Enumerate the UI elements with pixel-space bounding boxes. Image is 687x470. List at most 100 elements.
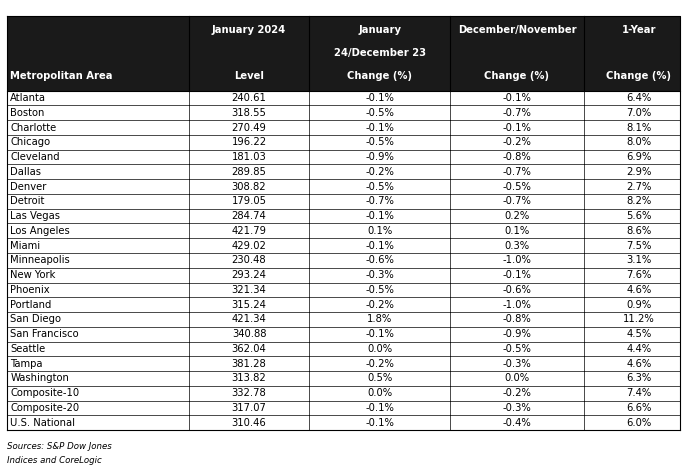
Text: Las Vegas: Las Vegas [10, 211, 60, 221]
Text: 2.7%: 2.7% [627, 181, 651, 192]
Text: 240.61: 240.61 [232, 93, 267, 103]
Text: 179.05: 179.05 [232, 196, 267, 206]
Text: -0.7%: -0.7% [502, 167, 532, 177]
Text: 1.8%: 1.8% [367, 314, 392, 324]
Text: Portland: Portland [10, 300, 52, 310]
Text: -0.8%: -0.8% [503, 152, 531, 162]
Text: Los Angeles: Los Angeles [10, 226, 70, 236]
Text: U.S. National: U.S. National [10, 418, 76, 428]
Text: -0.8%: -0.8% [503, 314, 531, 324]
Text: 8.1%: 8.1% [627, 123, 651, 133]
Text: 0.0%: 0.0% [367, 388, 392, 398]
Text: 429.02: 429.02 [232, 241, 267, 251]
Text: -0.3%: -0.3% [503, 359, 531, 368]
Text: Charlotte: Charlotte [10, 123, 56, 133]
Text: 289.85: 289.85 [232, 167, 267, 177]
Text: 196.22: 196.22 [232, 137, 267, 148]
Text: Miami: Miami [10, 241, 41, 251]
Text: 0.2%: 0.2% [504, 211, 530, 221]
Text: 8.0%: 8.0% [627, 137, 651, 148]
Text: Seattle: Seattle [10, 344, 45, 354]
Text: 24/December 23: 24/December 23 [334, 48, 425, 58]
Text: -0.4%: -0.4% [503, 418, 531, 428]
Text: 6.9%: 6.9% [627, 152, 651, 162]
Text: Phoenix: Phoenix [10, 285, 50, 295]
Text: -0.3%: -0.3% [503, 403, 531, 413]
Text: 4.6%: 4.6% [627, 285, 651, 295]
Text: 340.88: 340.88 [232, 329, 267, 339]
Text: 362.04: 362.04 [232, 344, 267, 354]
Text: -0.2%: -0.2% [365, 167, 394, 177]
Text: 5.6%: 5.6% [627, 211, 651, 221]
Text: 6.6%: 6.6% [627, 403, 651, 413]
Text: Boston: Boston [10, 108, 45, 118]
Text: Dallas: Dallas [10, 167, 41, 177]
Text: 7.4%: 7.4% [627, 388, 651, 398]
Text: 6.4%: 6.4% [627, 93, 651, 103]
Text: 0.3%: 0.3% [504, 241, 530, 251]
Text: 421.34: 421.34 [232, 314, 267, 324]
Text: -1.0%: -1.0% [502, 255, 532, 266]
Text: Tampa: Tampa [10, 359, 43, 368]
Text: Change (%): Change (%) [484, 71, 550, 81]
Text: 4.5%: 4.5% [627, 329, 651, 339]
Text: 3.1%: 3.1% [627, 255, 651, 266]
Text: 0.1%: 0.1% [504, 226, 530, 236]
Text: -0.2%: -0.2% [365, 300, 394, 310]
Text: -0.7%: -0.7% [502, 196, 532, 206]
Text: -0.5%: -0.5% [365, 137, 394, 148]
Text: 1-Year: 1-Year [622, 25, 656, 35]
Text: Detroit: Detroit [10, 196, 45, 206]
Text: Minneapolis: Minneapolis [10, 255, 70, 266]
Text: 8.6%: 8.6% [627, 226, 651, 236]
Text: -0.6%: -0.6% [502, 285, 532, 295]
Text: -0.5%: -0.5% [502, 181, 532, 192]
Text: 332.78: 332.78 [232, 388, 267, 398]
Text: 181.03: 181.03 [232, 152, 267, 162]
Text: 321.34: 321.34 [232, 285, 267, 295]
Text: -0.1%: -0.1% [365, 418, 394, 428]
Text: -0.1%: -0.1% [365, 403, 394, 413]
Text: 0.1%: 0.1% [367, 226, 392, 236]
Text: -0.9%: -0.9% [502, 329, 532, 339]
Text: Sources: S&P Dow Jones: Sources: S&P Dow Jones [7, 442, 111, 451]
Text: 0.9%: 0.9% [627, 300, 651, 310]
Text: January: January [358, 25, 401, 35]
Bar [7, 16, 680, 91]
Text: 4.6%: 4.6% [627, 359, 651, 368]
Text: -0.1%: -0.1% [365, 123, 394, 133]
Text: -0.1%: -0.1% [365, 329, 394, 339]
Text: -0.5%: -0.5% [502, 344, 532, 354]
Text: -0.1%: -0.1% [502, 93, 532, 103]
Text: 315.24: 315.24 [232, 300, 267, 310]
Text: 7.5%: 7.5% [627, 241, 651, 251]
Text: Level: Level [234, 71, 264, 81]
Text: 0.0%: 0.0% [367, 344, 392, 354]
Text: 381.28: 381.28 [232, 359, 267, 368]
Text: 0.5%: 0.5% [367, 373, 392, 384]
Text: Metropolitan Area: Metropolitan Area [10, 71, 113, 81]
Text: 421.79: 421.79 [232, 226, 267, 236]
Text: Chicago: Chicago [10, 137, 50, 148]
Text: Change (%): Change (%) [607, 71, 671, 81]
Text: 11.2%: 11.2% [623, 314, 655, 324]
Text: -0.3%: -0.3% [365, 270, 394, 280]
Text: -0.9%: -0.9% [365, 152, 394, 162]
Text: 2.9%: 2.9% [627, 167, 651, 177]
Text: -0.1%: -0.1% [502, 270, 532, 280]
Text: -0.5%: -0.5% [365, 108, 394, 118]
Text: January 2024: January 2024 [212, 25, 286, 35]
Text: San Diego: San Diego [10, 314, 61, 324]
Text: 0.0%: 0.0% [504, 373, 530, 384]
Text: 310.46: 310.46 [232, 418, 267, 428]
Text: Composite-10: Composite-10 [10, 388, 80, 398]
Text: Washington: Washington [10, 373, 69, 384]
Text: 6.0%: 6.0% [627, 418, 651, 428]
Text: -0.1%: -0.1% [502, 123, 532, 133]
Text: Composite-20: Composite-20 [10, 403, 80, 413]
Text: -0.1%: -0.1% [365, 241, 394, 251]
Text: San Francisco: San Francisco [10, 329, 79, 339]
Text: 317.07: 317.07 [232, 403, 267, 413]
Text: 7.6%: 7.6% [627, 270, 651, 280]
Text: New York: New York [10, 270, 56, 280]
